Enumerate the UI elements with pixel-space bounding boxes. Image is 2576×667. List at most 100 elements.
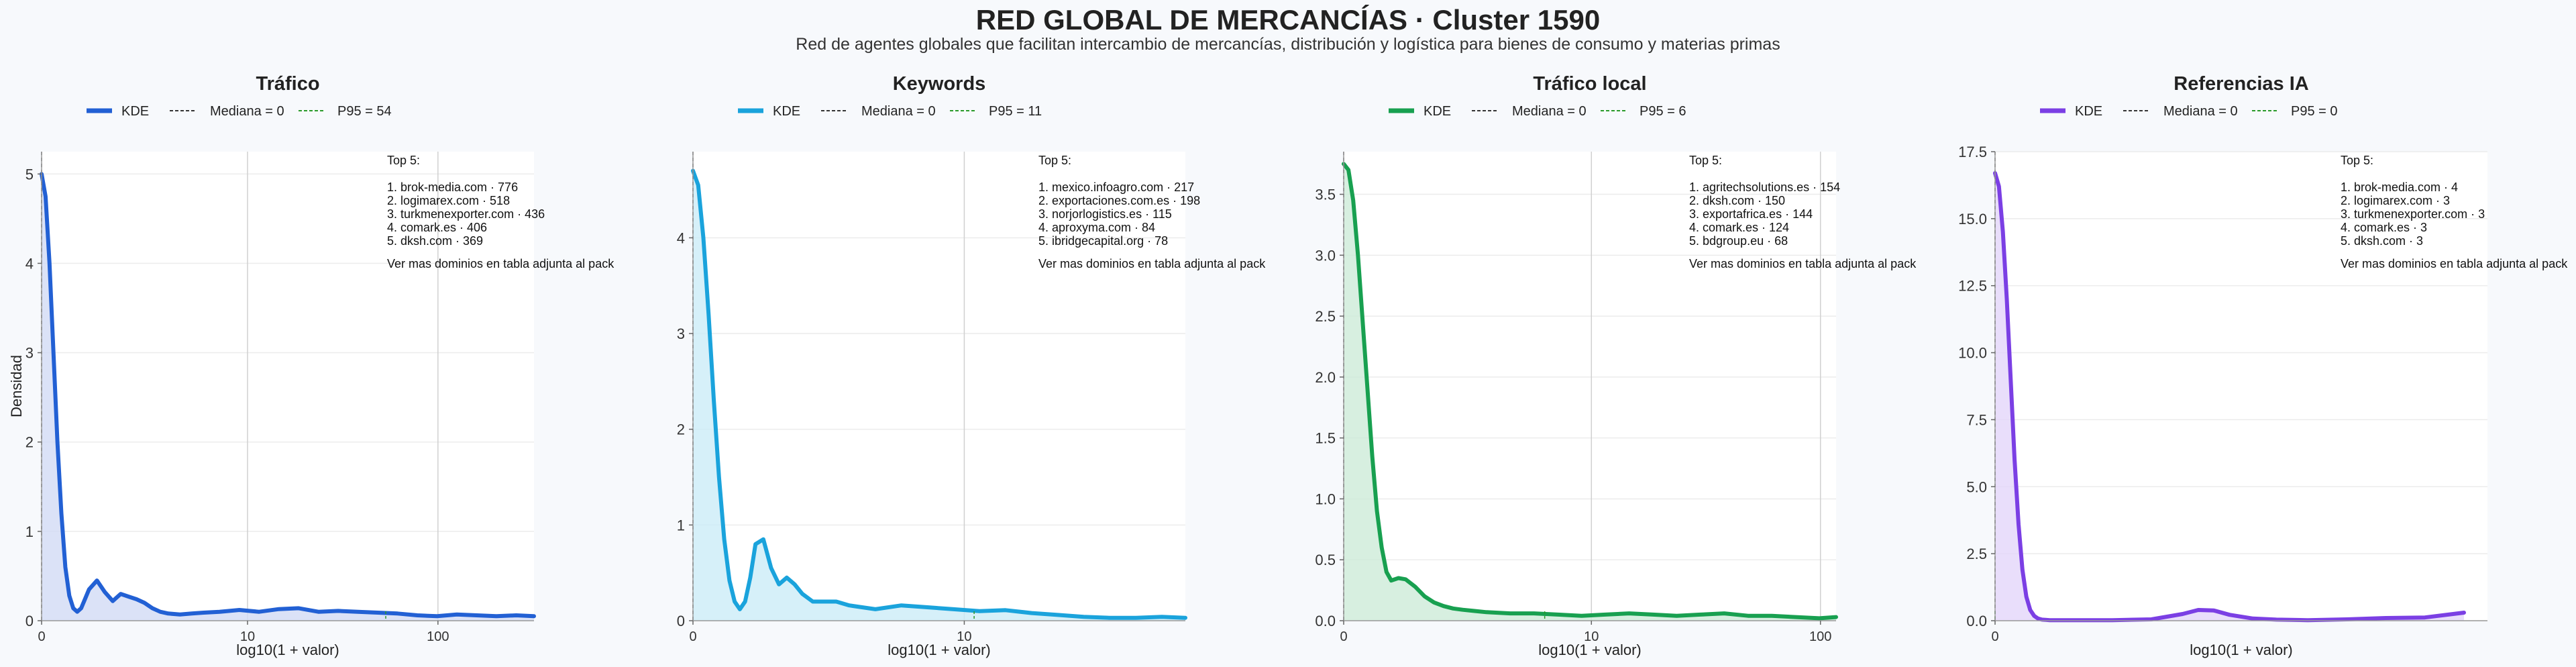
top5-item: 3. exportafrica.es · 144 — [1689, 207, 1813, 221]
y-tick-label: 3.5 — [1315, 187, 1336, 203]
top5-item: 3. norjorlogistics.es · 115 — [1038, 207, 1172, 221]
legend-median-label: Mediana = 0 — [210, 104, 284, 119]
top5-item: 2. dksh.com · 150 — [1689, 194, 1785, 207]
legend: KDE Mediana = 0 P95 = 0 — [2040, 104, 2338, 119]
y-tick-label: 12.5 — [1958, 278, 1987, 295]
top5-item: 4. aproxyma.com · 84 — [1038, 221, 1155, 234]
top5-item: 5. dksh.com · 369 — [387, 234, 483, 248]
y-axis-label: Densidad — [8, 355, 25, 417]
x-tick-label: 10 — [957, 629, 971, 644]
legend-median-label: Mediana = 0 — [1512, 104, 1587, 119]
x-tick-label: 0 — [1340, 629, 1347, 644]
x-tick-label: 0 — [38, 629, 45, 644]
top5-footer: Ver mas dominios en tabla adjunta al pac… — [387, 257, 614, 270]
x-tick-label: 0 — [1991, 629, 1998, 644]
y-tick-label: 5.0 — [1966, 478, 1987, 495]
legend-p95-label: P95 = 11 — [989, 104, 1042, 119]
legend-median-label: Mediana = 0 — [2163, 104, 2238, 119]
panel-title: Keywords — [893, 73, 986, 95]
top5-item: 2. logimarex.com · 518 — [387, 194, 510, 207]
top5-item: 4. comark.es · 406 — [387, 221, 487, 234]
y-tick-label: 5 — [25, 166, 34, 183]
y-tick-label: 1.0 — [1315, 491, 1336, 507]
kde-line — [40, 172, 536, 619]
y-tick-label: 2 — [677, 421, 685, 438]
chart-panel-1: 0 1 2 3 4 5 0 10 100 log10(1 + valor) Densidad Tráf… — [8, 73, 614, 658]
plot-area — [1344, 152, 1836, 621]
top5-item: 3. turkmenexporter.com · 3 — [2341, 207, 2485, 221]
y-tick-label: 17.5 — [1958, 144, 1987, 160]
top5-heading: Top 5: — [1689, 154, 1722, 167]
figure-subtitle: Red de agentes globales que facilitan in… — [796, 35, 1780, 54]
top5-item: 4. comark.es · 124 — [1689, 221, 1789, 234]
legend: KDE Mediana = 0 P95 = 54 — [87, 104, 392, 119]
y-tick-label: 3 — [677, 325, 685, 342]
top5-item: 5. ibridgecapital.org · 78 — [1038, 234, 1168, 248]
x-axis-label: log10(1 + valor) — [1538, 642, 1641, 658]
top5-footer: Ver mas dominios en tabla adjunta al pac… — [1038, 257, 1266, 270]
x-tick-label: 100 — [1809, 629, 1831, 644]
panel-title: Tráfico — [256, 73, 319, 95]
legend-p95-label: P95 = 6 — [1640, 104, 1686, 119]
legend: KDE Mediana = 0 P95 = 11 — [738, 104, 1042, 119]
panel-title: Referencias IA — [2174, 73, 2309, 95]
y-tick-label: 3.0 — [1315, 247, 1336, 264]
top5-heading: Top 5: — [387, 154, 420, 167]
top5-item: 2. exportaciones.com.es · 198 — [1038, 194, 1200, 207]
y-tick-label: 2 — [25, 434, 34, 451]
legend-median-label: Mediana = 0 — [861, 104, 936, 119]
legend-kde-label: KDE — [121, 104, 149, 119]
top5-item: 2. logimarex.com · 3 — [2341, 194, 2450, 207]
top5-item: 1. mexico.infoagro.com · 217 — [1038, 181, 1194, 194]
plot-area — [693, 152, 1185, 621]
y-tick-label: 0.0 — [1315, 613, 1336, 629]
legend: KDE Mediana = 0 P95 = 6 — [1389, 104, 1686, 119]
kde-line — [1993, 171, 2466, 623]
y-tick-label: 2.5 — [1966, 546, 1987, 562]
x-tick-label: 100 — [427, 629, 449, 644]
y-tick-label: 0 — [25, 613, 34, 629]
top5-footer: Ver mas dominios en tabla adjunta al pac… — [1689, 257, 1917, 270]
panel-title: Tráfico local — [1533, 73, 1646, 95]
top5-item: 5. bdgroup.eu · 68 — [1689, 234, 1788, 248]
y-tick-label: 10.0 — [1958, 345, 1987, 362]
y-tick-label: 4 — [677, 229, 685, 246]
y-tick-label: 0.5 — [1315, 552, 1336, 568]
plot-area — [1995, 152, 2487, 621]
y-tick-label: 2.5 — [1315, 308, 1336, 325]
top5-item: 1. brok-media.com · 4 — [2341, 181, 2458, 194]
y-tick-label: 1.5 — [1315, 430, 1336, 447]
top5-item: 3. turkmenexporter.com · 436 — [387, 207, 545, 221]
legend-kde-label: KDE — [1424, 104, 1451, 119]
x-axis-label: log10(1 + valor) — [888, 642, 990, 658]
figure-title: RED GLOBAL DE MERCANCÍAS · Cluster 1590 — [975, 4, 1601, 36]
y-tick-label: 0 — [677, 613, 685, 629]
y-tick-label: 1 — [677, 517, 685, 533]
y-tick-label: 3 — [25, 345, 34, 362]
legend-kde-label: KDE — [773, 104, 800, 119]
legend-kde-label: KDE — [2075, 104, 2102, 119]
x-tick-label: 10 — [240, 629, 255, 644]
legend-p95-label: P95 = 0 — [2291, 104, 2338, 119]
chart-panel-4: 0.0 2.5 5.0 7.5 10.0 12.5 15.0 17.5 0 log10(1 + v… — [1958, 73, 2568, 658]
plot-area — [42, 152, 534, 621]
y-tick-label: 4 — [25, 255, 34, 272]
chart-panel-3: 0.0 0.5 1.0 1.5 2.0 2.5 3.0 3.5 0 10 100 log10(1 + … — [1315, 73, 1917, 658]
top5-annotation: Top 5: 1. brok-media.com · 42. logimarex.… — [2341, 154, 2568, 270]
kde-line — [1342, 162, 1838, 621]
top5-footer: Ver mas dominios en tabla adjunta al pac… — [2341, 257, 2568, 270]
legend-p95-label: P95 = 54 — [337, 104, 392, 119]
x-tick-label: 10 — [1584, 629, 1599, 644]
top5-item: 4. comark.es · 3 — [2341, 221, 2427, 234]
y-tick-label: 0.0 — [1966, 613, 1987, 629]
x-axis-label: log10(1 + valor) — [236, 642, 339, 658]
kde-line — [691, 168, 1187, 620]
top5-heading: Top 5: — [1038, 154, 1071, 167]
y-tick-label: 7.5 — [1966, 411, 1987, 428]
top5-item: 5. dksh.com · 3 — [2341, 234, 2423, 248]
